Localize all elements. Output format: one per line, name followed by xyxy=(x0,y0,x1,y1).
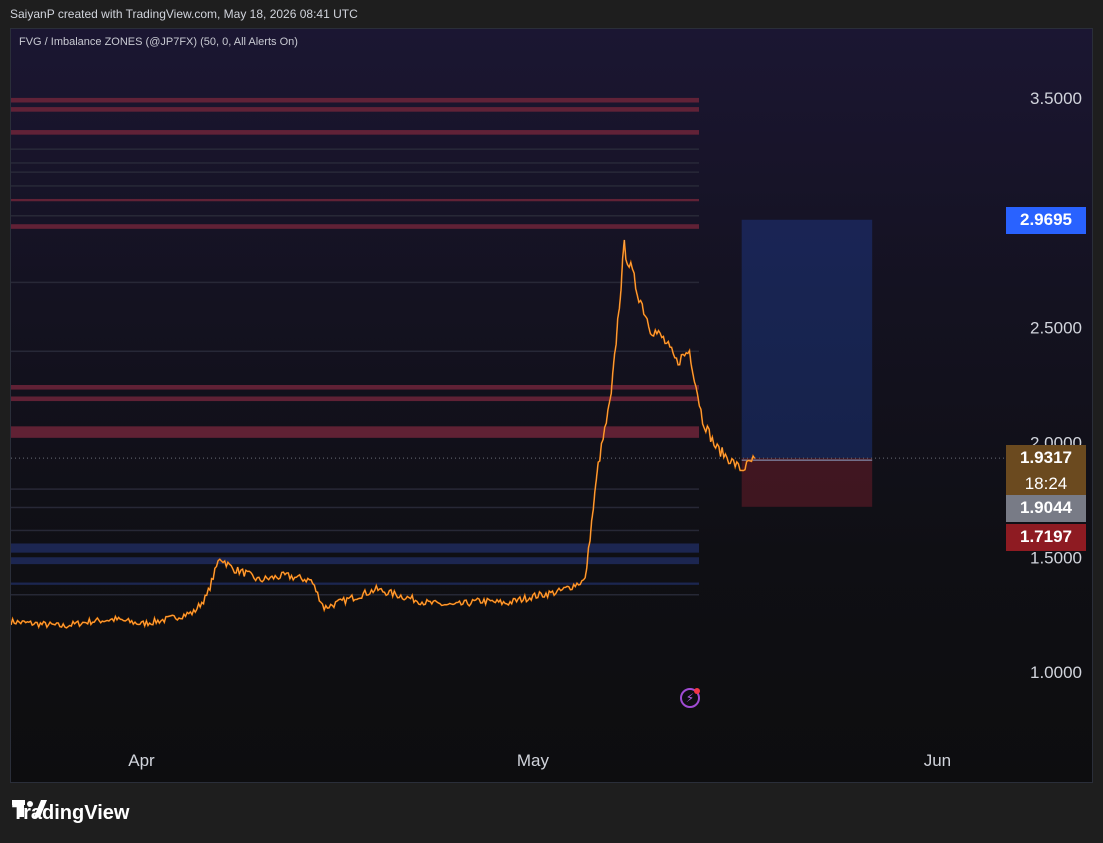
fvg-zone-faint-9 xyxy=(11,529,699,532)
fvg-zone-faint-0 xyxy=(11,148,699,150)
price-tag-brown[interactable]: 1.9317 18:24 xyxy=(1006,445,1086,498)
chart-attribution: SaiyanP created with TradingView.com, Ma… xyxy=(10,7,358,21)
x-tick-label: May xyxy=(517,751,550,770)
price-tag-gray[interactable]: 1.9044 xyxy=(1006,495,1086,523)
fvg-zone-red-5 xyxy=(11,385,699,390)
price-tag-value: 1.7197 xyxy=(1020,527,1072,547)
tradingview-logo[interactable]: TradingView xyxy=(12,798,129,828)
price-series-wick xyxy=(11,239,755,629)
fvg-zone-red-6 xyxy=(11,396,699,402)
price-tag-value: 1.9317 xyxy=(1020,448,1072,468)
fvg-zone-faint-8 xyxy=(11,506,699,509)
tradingview-logo-icon xyxy=(12,800,47,817)
y-tick-label: 3.5000 xyxy=(1030,89,1082,108)
indicator-label[interactable]: FVG / Imbalance ZONES (@JP7FX) (50, 0, A… xyxy=(19,36,298,48)
fvg-zone-red-7 xyxy=(11,426,699,438)
fvg-zone-faint-10 xyxy=(11,594,699,596)
x-tick-label: Jun xyxy=(924,751,951,770)
fvg-zone-red-0 xyxy=(11,97,699,103)
alert-bolt-icon[interactable]: ⚡ xyxy=(680,688,700,708)
fvg-zone-red-1 xyxy=(11,107,699,112)
price-tag-value: 2.9695 xyxy=(1020,209,1072,229)
fvg-zone-faint-2 xyxy=(11,171,699,173)
price-tag-countdown: 18:24 xyxy=(1024,474,1068,494)
y-tick-label: 1.0000 xyxy=(1030,663,1082,682)
fvg-zone-faint-7 xyxy=(11,488,699,490)
fvg-zone-red-4 xyxy=(11,224,699,229)
fvg-zone-blue-10 xyxy=(11,582,699,585)
fvg-zone-blue-8 xyxy=(11,543,699,553)
fvg-zone-blue-9 xyxy=(11,557,699,565)
position-stop-zone[interactable] xyxy=(741,458,873,507)
chart-area[interactable]: 3.5000 2.5000 2.0000 1.5000 1.0000 Apr May Jun … xyxy=(10,28,1093,783)
price-tag-red[interactable]: 1.7197 xyxy=(1006,524,1086,552)
y-tick-label: 1.5000 xyxy=(1030,548,1082,567)
y-tick-label: 2.5000 xyxy=(1030,319,1082,338)
position-target-zone[interactable] xyxy=(741,219,873,459)
x-tick-label: Apr xyxy=(128,751,155,770)
fvg-zone-faint-4 xyxy=(11,215,699,217)
price-tag-blue[interactable]: 2.9695 xyxy=(1006,206,1086,234)
fvg-zone-faint-5 xyxy=(11,281,699,284)
fvg-zone-faint-6 xyxy=(11,350,699,353)
fvg-zone-red-2 xyxy=(11,130,699,135)
price-tag-value: 1.9044 xyxy=(1020,498,1072,518)
fvg-zone-faint-1 xyxy=(11,162,699,164)
fvg-zone-faint-3 xyxy=(11,185,699,187)
fvg-zone-red-3 xyxy=(11,198,699,202)
alert-notification-dot xyxy=(694,688,700,694)
